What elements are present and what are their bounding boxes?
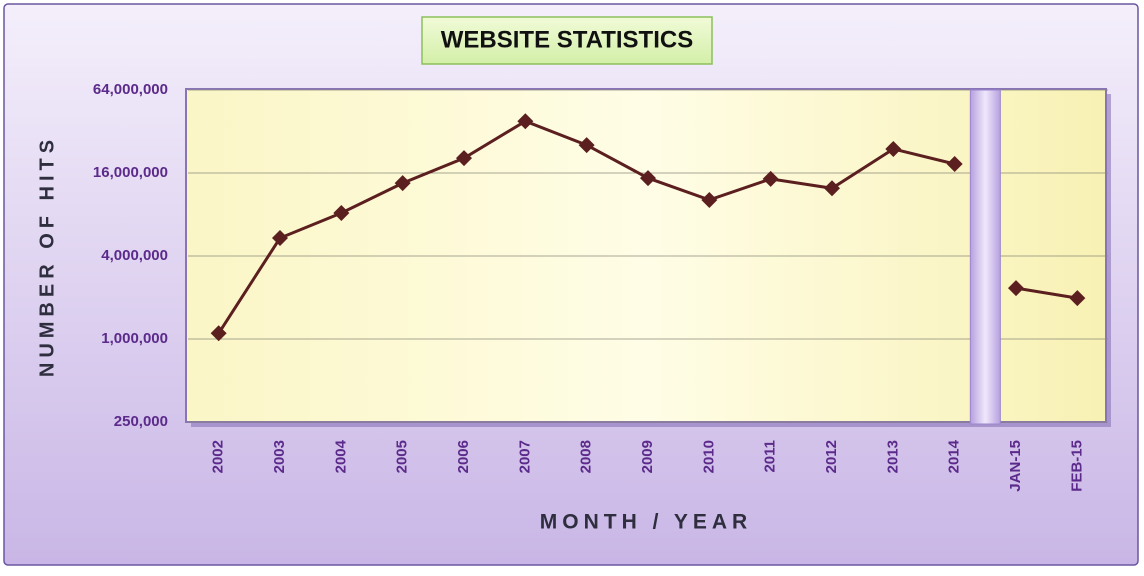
x-tick-label: 2007	[516, 440, 533, 473]
data-point	[210, 325, 227, 342]
y-tick-label: 16,000,000	[93, 164, 168, 181]
x-tick-label: JAN-15	[1007, 440, 1024, 492]
data-point	[394, 175, 411, 192]
data-point	[1008, 280, 1024, 297]
x-tick-label: 2003	[271, 440, 288, 473]
x-tick-label: 2004	[332, 439, 349, 473]
x-tick-label: 2012	[823, 440, 840, 473]
section-separator	[969, 89, 1001, 425]
x-tick-label: 2008	[578, 440, 595, 473]
data-point	[885, 140, 902, 157]
x-tick-label: FEB-15	[1068, 440, 1085, 492]
y-tick-label: 64,000,000	[93, 81, 168, 98]
x-axis-title: MONTH / YEAR	[540, 511, 752, 534]
data-point	[824, 180, 840, 197]
title-box	[421, 16, 713, 65]
data-point	[456, 150, 472, 167]
data-point	[333, 205, 350, 222]
data-point	[762, 170, 779, 187]
x-tick-label: 2005	[394, 440, 411, 473]
data-point	[517, 113, 534, 130]
y-tick-label: 1,000,000	[101, 330, 168, 347]
data-point	[701, 191, 718, 208]
y-tick-label: 4,000,000	[101, 247, 168, 264]
y-axis-title: NUMBER OF HITS	[36, 135, 58, 377]
x-tick-label: 2006	[455, 440, 472, 473]
x-tick-label: 2009	[639, 440, 656, 473]
data-point	[640, 170, 656, 187]
data-point	[578, 137, 595, 154]
chart-title: WEBSITE STATISTICS	[441, 26, 693, 53]
x-tick-label: 2013	[884, 440, 901, 473]
x-tick-label: 2011	[762, 440, 779, 473]
plot-area	[185, 88, 1107, 423]
data-point	[946, 155, 963, 172]
y-tick-label: 250,000	[114, 413, 168, 430]
x-tick-label: 2002	[210, 440, 227, 473]
data-point	[272, 230, 288, 247]
data-point	[1069, 290, 1086, 307]
x-tick-label: 2010	[700, 440, 717, 473]
x-tick-label: 2014	[946, 439, 963, 473]
data-line	[1015, 286, 1078, 300]
